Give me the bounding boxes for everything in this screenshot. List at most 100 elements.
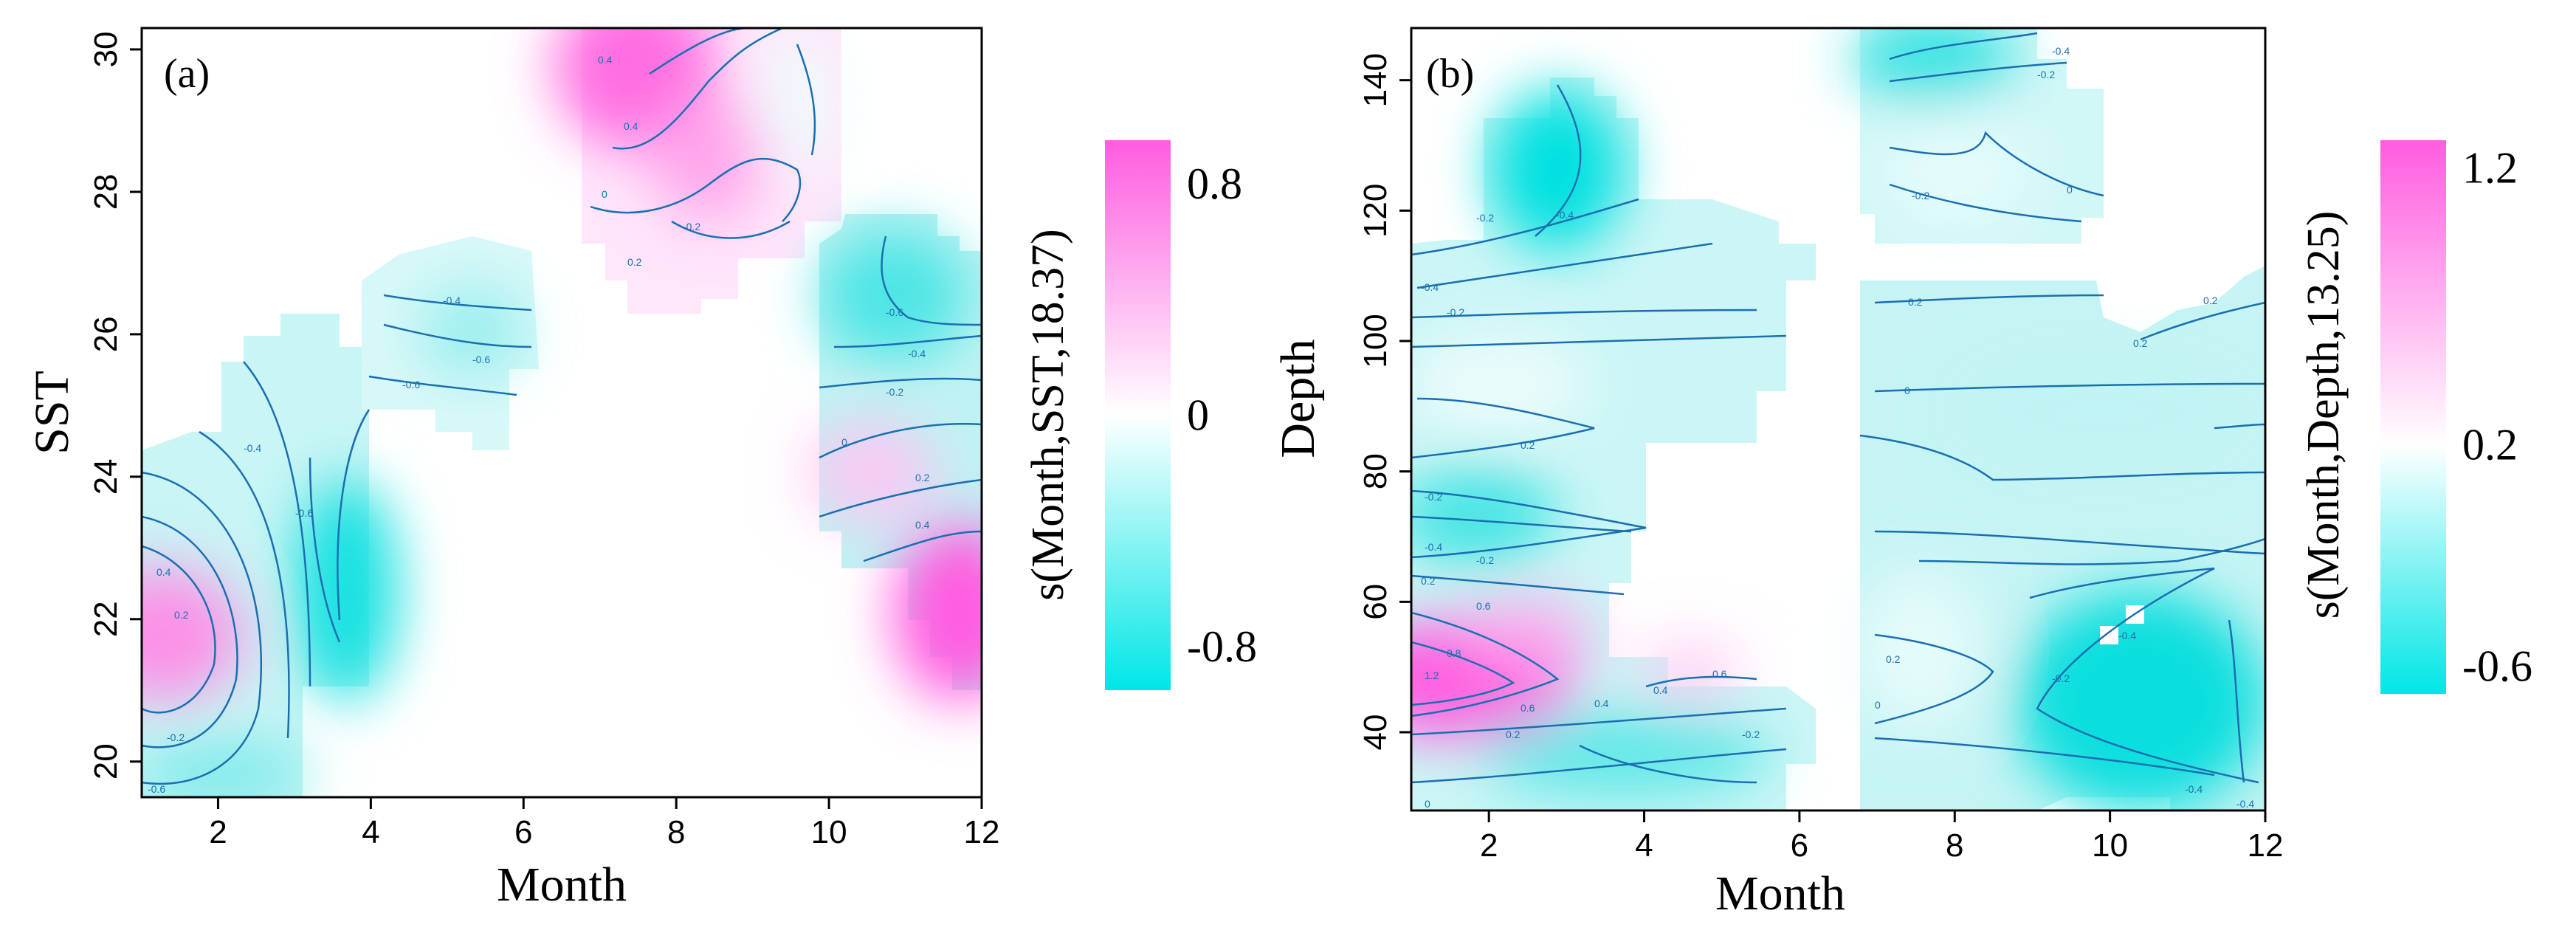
x-tick-label: 2 (1480, 827, 1498, 864)
panel-a-y-axis: 20 22 24 26 28 30 (88, 31, 142, 779)
contour-label: -0.2 (167, 731, 185, 743)
panel-a-surface: 0.4 0.2 -0.2 -0.6 -0.4 -0.6 -0.4 -0.6 -0… (142, 28, 982, 797)
contour-label: -0.2 (2037, 69, 2055, 80)
contour-label: -0.2 (1425, 491, 1442, 503)
colorbar-tick-label: 0.8 (1187, 159, 1242, 208)
contour-label: 0 (1875, 699, 1881, 711)
panel-a-contour-labels: 0.4 0.2 -0.2 -0.6 -0.4 -0.6 -0.4 -0.6 -0… (148, 54, 930, 795)
y-tick-label: 100 (1357, 314, 1394, 368)
panel-b-x-axis: 2 4 6 8 10 12 (1480, 810, 2284, 864)
contour-label: -0.6 (402, 379, 420, 390)
contour-label: 0 (841, 436, 847, 448)
contour-label: 0.2 (1521, 439, 1535, 451)
panel-b-label: (b) (1426, 51, 1474, 97)
x-tick-label: 6 (1791, 827, 1808, 864)
contour-label: 0.4 (624, 120, 638, 132)
panel-b-y-axis: 40 60 80 100 120 140 (1357, 53, 1411, 751)
y-tick-label: 28 (88, 173, 124, 210)
contour-label: -0.4 (1556, 209, 1574, 221)
contour-label: 0.2 (174, 609, 189, 621)
contour-label: 0.4 (1653, 684, 1668, 696)
contour-label: 0.2 (627, 256, 642, 268)
colorbar-tick-label: 0 (1187, 391, 1209, 440)
contour-label: 0.2 (2133, 337, 2148, 349)
x-tick-label: 8 (667, 814, 685, 850)
contour-label: -0.6 (295, 507, 313, 519)
contour-label: 0.2 (1506, 729, 1521, 740)
x-tick-label: 6 (514, 814, 532, 850)
y-tick-label: 20 (88, 743, 124, 779)
contour-label: -0.4 (443, 295, 461, 306)
contour-label: 0 (1425, 798, 1430, 810)
x-tick-label: 4 (1635, 827, 1653, 864)
x-tick-label: 12 (2248, 827, 2284, 864)
panel-b-y-axis-title: Depth (1271, 339, 1325, 458)
panel-a: 0.4 0.2 -0.2 -0.6 -0.4 -0.6 -0.4 -0.6 -0… (25, 27, 1257, 912)
panel-a-label: (a) (164, 51, 210, 97)
panel-a-plot-frame (140, 27, 983, 799)
panel-b: -0.4 -0.2 -0.2 -0.4 0.2 -0.2 -0.4 -0.2 0… (1271, 27, 2532, 920)
panel-b-colorbar-title: s(Month,Depth,13.25) (2298, 211, 2349, 619)
contour-label: -0.6 (886, 306, 903, 318)
panel-b-surface: -0.4 -0.2 -0.2 -0.4 0.2 -0.2 -0.4 -0.2 0… (1411, 28, 2265, 810)
panel-b-contour-labels: -0.4 -0.2 -0.2 -0.4 0.2 -0.2 -0.4 -0.2 0… (1421, 45, 2254, 810)
contour-label: -0.4 (244, 442, 261, 454)
panel-a-y-axis-title: SST (25, 371, 79, 455)
contour-label: 0.2 (1421, 575, 1436, 587)
panel-b-colorbar (2380, 140, 2446, 694)
contour-label: -0.4 (1425, 541, 1442, 553)
x-tick-label: 12 (964, 814, 1000, 850)
panel-b-x-axis-title: Month (1715, 867, 1845, 920)
contour-label: 1.2 (1425, 669, 1439, 681)
contour-label: -0.4 (2185, 783, 2203, 795)
contour-label: 0.6 (1521, 702, 1535, 714)
contour-label: -0.2 (1447, 306, 1464, 318)
contour-label: 0.4 (598, 54, 613, 66)
contour-label: -0.2 (1476, 212, 1494, 224)
x-tick-label: 2 (209, 814, 227, 850)
contour-label: -0.2 (886, 386, 903, 398)
contour-label: -0.4 (2118, 630, 2136, 641)
contour-label: 0.8 (1447, 647, 1461, 659)
contour-label: 0.2 (915, 472, 930, 483)
contour-label: 0.2 (2203, 295, 2218, 306)
contour-label: -0.4 (2052, 45, 2070, 57)
contour-label: 0 (2067, 184, 2073, 196)
colorbar-tick-label: 1.2 (2462, 144, 2518, 193)
contour-label: -0.2 (2052, 672, 2070, 684)
contour-label: -0.6 (148, 783, 165, 795)
y-tick-label: 140 (1357, 53, 1394, 107)
contour-label: 0.4 (1594, 698, 1609, 709)
panel-b-colorbar-ticks: 1.2 0.2 -0.6 (2462, 144, 2532, 691)
colorbar-tick-label: -0.8 (1187, 622, 1257, 671)
panel-b-gap (2100, 626, 2118, 644)
contour-label: 0.2 (1886, 653, 1901, 665)
y-tick-label: 22 (88, 601, 124, 637)
panel-a-color-field (142, 28, 982, 797)
x-tick-label: 10 (811, 814, 847, 850)
y-tick-label: 40 (1357, 715, 1394, 751)
y-tick-label: 60 (1357, 584, 1394, 620)
contour-label: -0.4 (1421, 281, 1439, 293)
panel-b-contours (1411, 32, 2265, 784)
contour-label: -0.2 (1912, 190, 1929, 202)
y-tick-label: 120 (1357, 184, 1394, 238)
colorbar-tick-label: 0.2 (2462, 421, 2518, 469)
contour-label: 0.4 (156, 566, 171, 578)
panel-a-colorbar (1105, 140, 1171, 690)
contour-label: -0.4 (908, 348, 926, 359)
y-tick-label: 80 (1357, 453, 1394, 489)
colorbar-tick-label: -0.6 (2462, 642, 2532, 691)
x-tick-label: 10 (2092, 827, 2128, 864)
y-tick-label: 24 (88, 458, 124, 495)
contour-label: -0.2 (1476, 554, 1494, 566)
contour-label: -0.6 (472, 354, 490, 365)
y-tick-label: 30 (88, 31, 124, 67)
panel-a-colorbar-title: s(Month,SST,18.37) (1023, 229, 1073, 601)
panel-b-plot-frame (1410, 27, 2267, 812)
panel-a-x-axis: 2 4 6 8 10 12 (209, 797, 999, 850)
y-tick-label: 26 (88, 316, 124, 352)
contour-label: 0.4 (915, 519, 930, 531)
panel-a-x-axis-title: Month (497, 858, 627, 912)
